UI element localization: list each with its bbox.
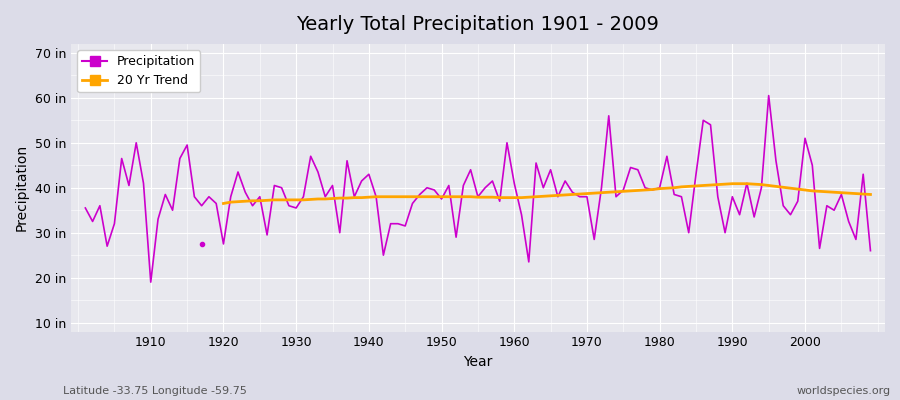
Y-axis label: Precipitation: Precipitation: [15, 144, 29, 231]
Text: Latitude -33.75 Longitude -59.75: Latitude -33.75 Longitude -59.75: [63, 386, 247, 396]
Legend: Precipitation, 20 Yr Trend: Precipitation, 20 Yr Trend: [77, 50, 201, 92]
Title: Yearly Total Precipitation 1901 - 2009: Yearly Total Precipitation 1901 - 2009: [296, 15, 660, 34]
Text: worldspecies.org: worldspecies.org: [796, 386, 891, 396]
X-axis label: Year: Year: [464, 355, 492, 369]
